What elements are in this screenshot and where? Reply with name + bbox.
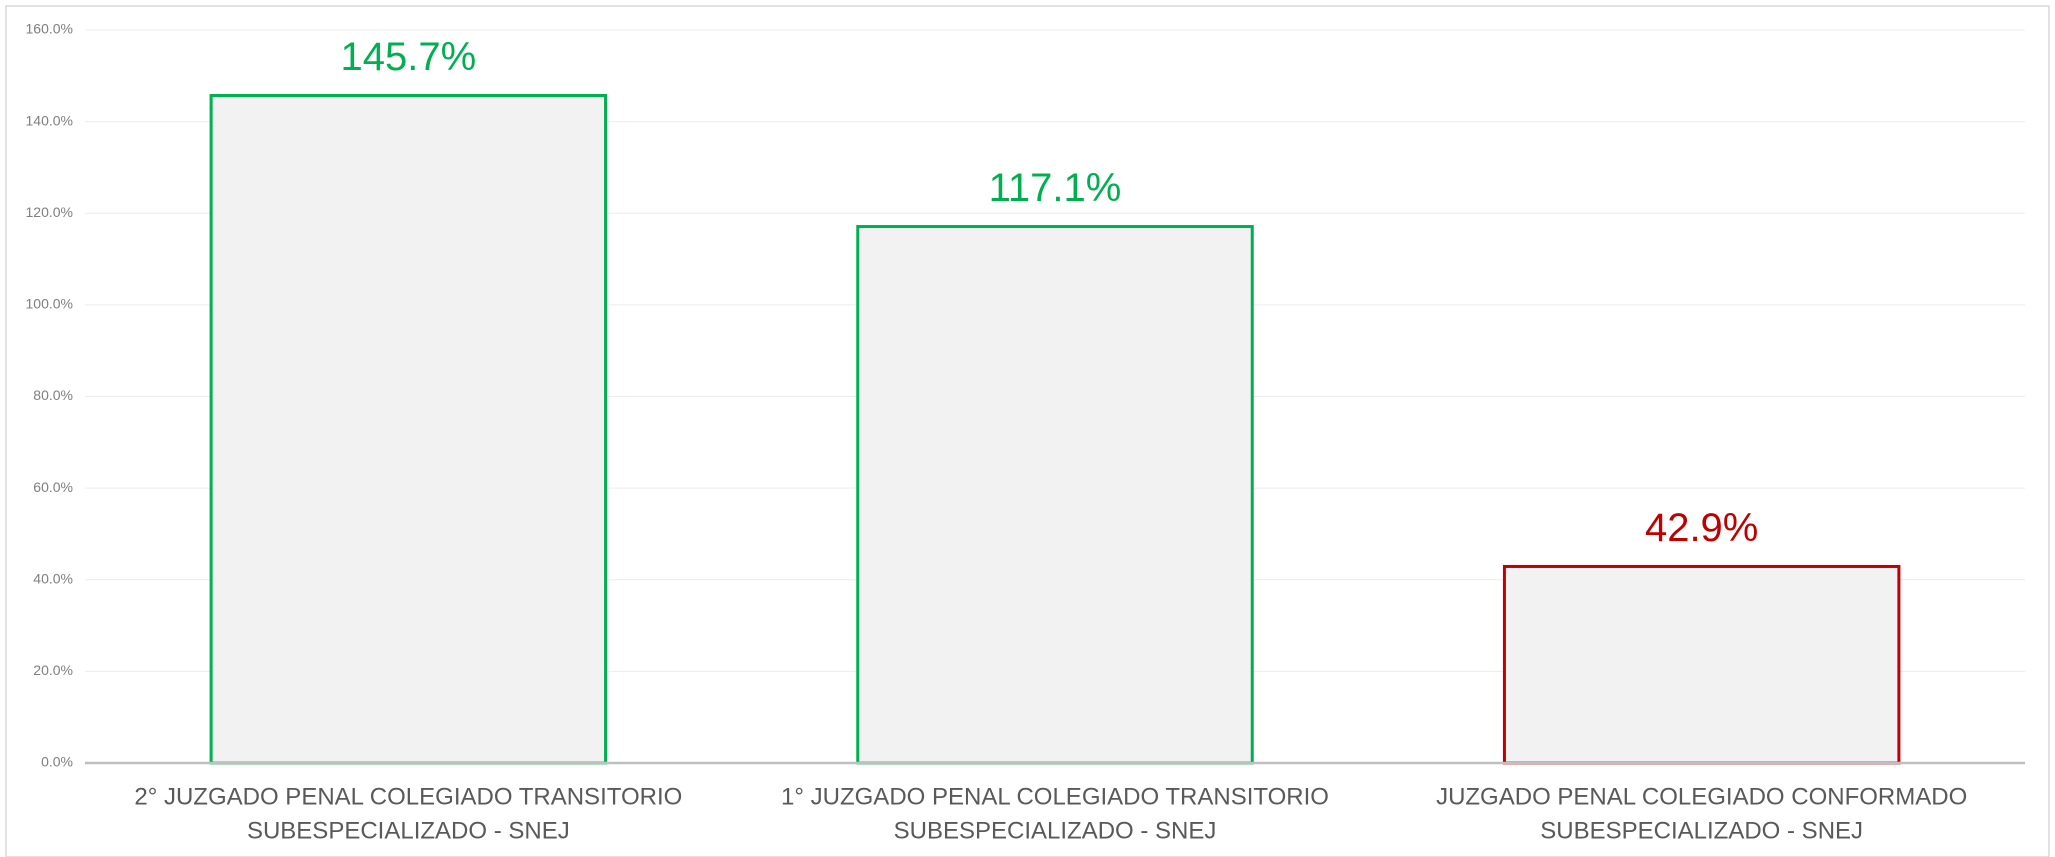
y-tick-label: 20.0%: [33, 662, 73, 678]
y-tick-label: 0.0%: [41, 754, 73, 770]
bar: [856, 225, 1254, 765]
x-tick-label: 2° JUZGADO PENAL COLEGIADO TRANSITORIO: [134, 783, 682, 810]
x-tick-label: JUZGADO PENAL COLEGIADO CONFORMADO: [1436, 783, 1967, 810]
bar: [209, 94, 608, 765]
y-tick-label: 60.0%: [33, 479, 73, 495]
y-tick-label: 40.0%: [33, 570, 73, 586]
y-tick-label: 80.0%: [33, 387, 73, 403]
bar: [1502, 564, 1901, 765]
y-tick-label: 100.0%: [26, 296, 73, 312]
y-tick-label: 140.0%: [26, 112, 73, 128]
x-tick-label: 1° JUZGADO PENAL COLEGIADO TRANSITORIO: [781, 783, 1329, 810]
y-tick-label: 120.0%: [26, 204, 73, 220]
x-tick-label: SUBESPECIALIZADO - SNEJ: [1540, 817, 1863, 844]
x-tick-label: SUBESPECIALIZADO - SNEJ: [894, 817, 1217, 844]
data-label: 117.1%: [989, 166, 1122, 210]
x-tick-label: SUBESPECIALIZADO - SNEJ: [247, 817, 570, 844]
data-label: 42.9%: [1645, 506, 1758, 550]
y-tick-label: 160.0%: [26, 21, 73, 37]
data-label: 145.7%: [340, 35, 476, 79]
